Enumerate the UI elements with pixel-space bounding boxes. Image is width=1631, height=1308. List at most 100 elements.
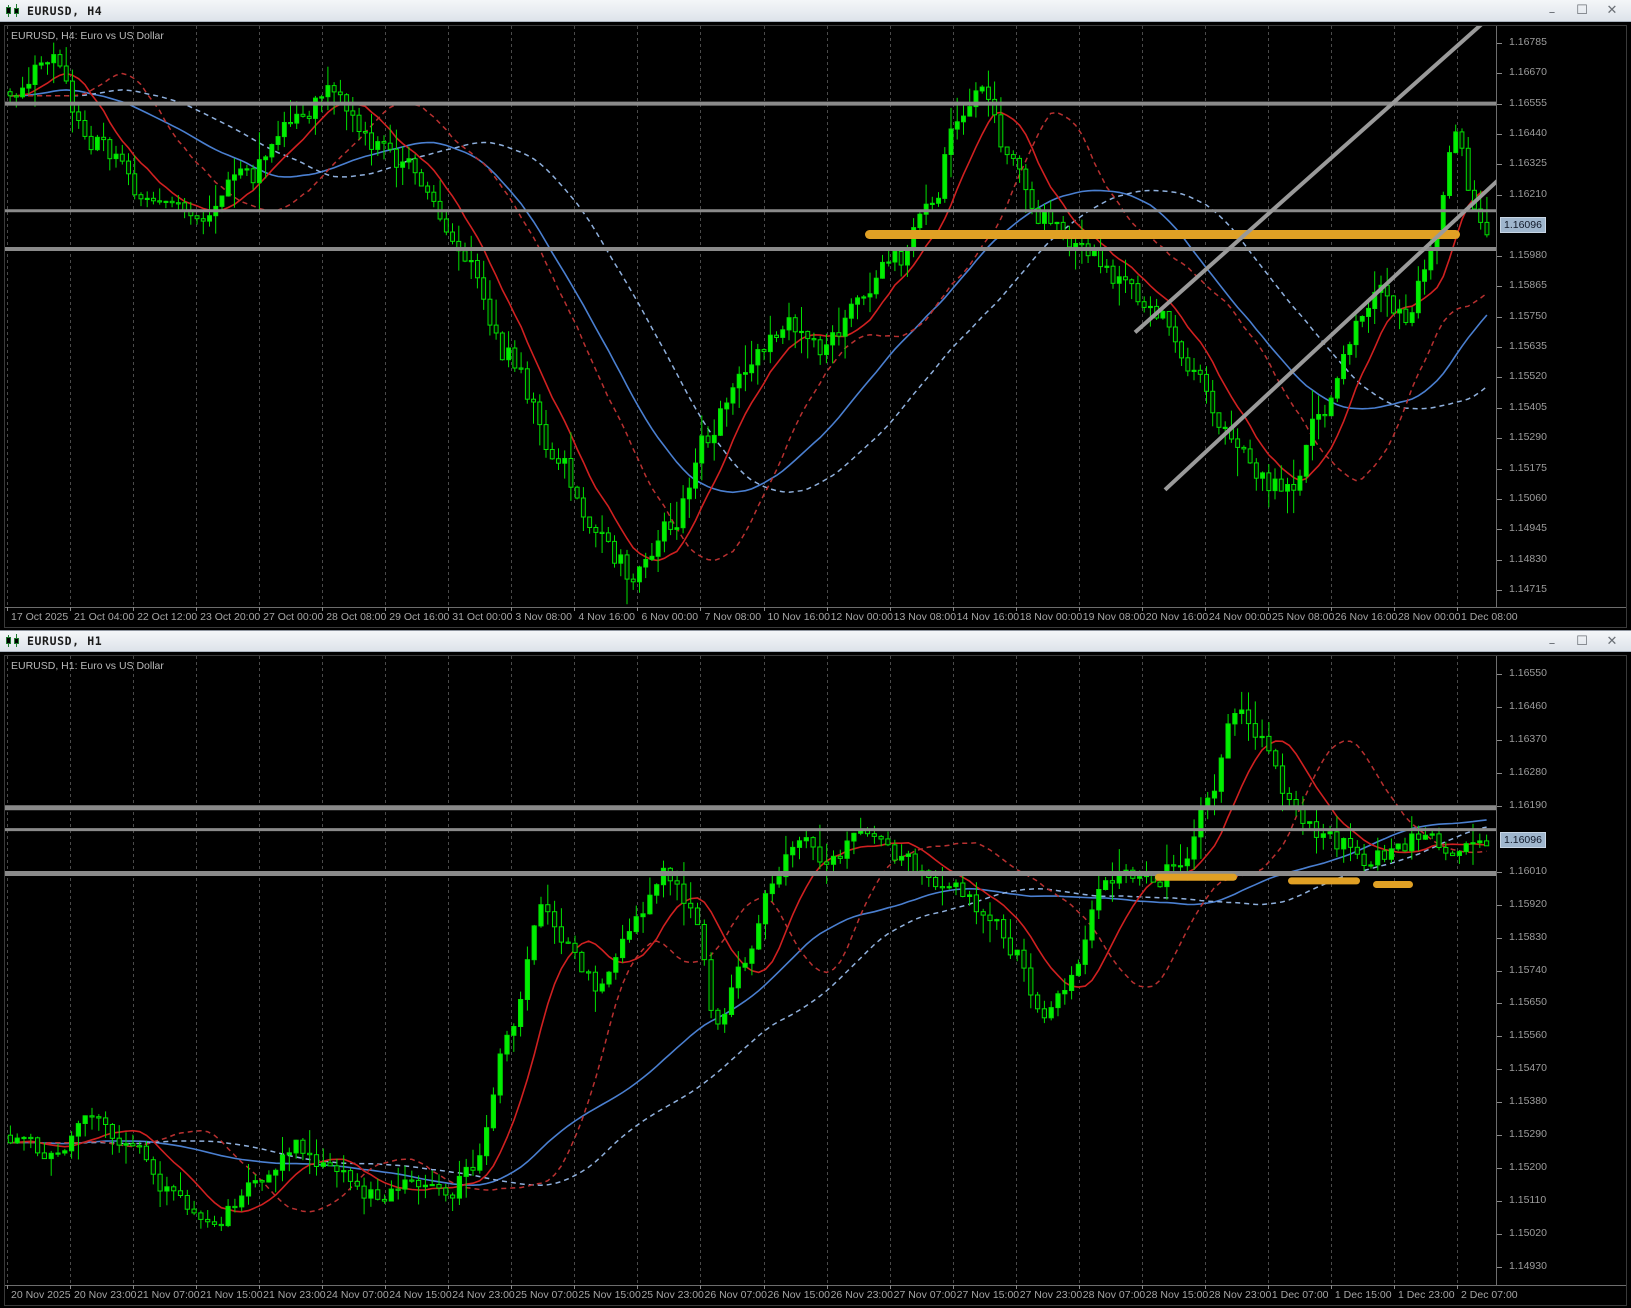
- candle-body: [1273, 750, 1279, 767]
- tick-mark: [511, 1285, 513, 1289]
- price-tick-label: 1.15470: [1509, 1062, 1547, 1075]
- time-scale-h4[interactable]: 17 Oct 2025 21 Oct 04:00 22 Oct 12:00 23 Oc…: [5, 607, 1626, 627]
- candle-body: [805, 330, 811, 340]
- chart-canvas-h4[interactable]: EURUSD, H4: Euro vs US Dollar 1.16785 1.1…: [0, 22, 1631, 630]
- candle-body: [718, 408, 723, 436]
- time-tick-label: 25 Nov 23:00: [641, 1289, 704, 1301]
- maximize-button-h4[interactable]: ☐: [1576, 3, 1588, 18]
- time-tick-label: 17 Oct 2025: [11, 611, 69, 623]
- candle-body: [749, 364, 755, 374]
- vertical-gridline: [763, 26, 765, 607]
- vertical-gridline: [70, 656, 72, 1285]
- candle-body: [817, 339, 823, 356]
- vertical-gridline: [259, 656, 261, 1285]
- candle-body: [89, 1115, 95, 1118]
- demand-zone-3[interactable]: [1373, 881, 1413, 888]
- vertical-gridline: [196, 656, 198, 1285]
- trendline-upper[interactable]: [1133, 26, 1495, 334]
- candle-body: [138, 194, 144, 200]
- time-tick-label: 26 Nov 15:00: [767, 1289, 830, 1301]
- maximize-button-h1[interactable]: ☐: [1576, 634, 1588, 649]
- titlebar-h1[interactable]: EURUSD, H1 – ☐ ✕: [0, 630, 1631, 652]
- candle-body: [967, 106, 973, 117]
- price-scale-h4[interactable]: 1.16785 1.16670 1.16555 1.16440 1.16325 1.162…: [1496, 26, 1626, 607]
- vertical-gridline: [1141, 656, 1143, 1285]
- vertical-gridline: [133, 26, 135, 607]
- candle-body: [1320, 833, 1326, 838]
- candle-body: [381, 141, 387, 144]
- candle-body: [568, 458, 574, 488]
- candle-body: [151, 197, 156, 202]
- time-tick-label: 28 Nov 23:00: [1208, 1289, 1272, 1301]
- candle-body: [275, 136, 281, 145]
- close-button-h1[interactable]: ✕: [1606, 634, 1618, 649]
- candle-body: [994, 919, 1000, 922]
- candle-body: [518, 999, 524, 1027]
- price-plot-h1[interactable]: [5, 656, 1496, 1285]
- time-scale-h1[interactable]: 20 Nov 2025 20 Nov 23:00 21 Nov 07:00 21 No…: [5, 1285, 1626, 1305]
- window-controls-h4: – ☐ ✕: [1545, 0, 1627, 22]
- candle-body: [406, 158, 412, 163]
- price-tick-label: 1.14715: [1509, 583, 1547, 596]
- candle-body: [586, 971, 592, 974]
- candle-body: [41, 1152, 47, 1160]
- price-tick-label: 1.16280: [1509, 765, 1547, 778]
- time-tick-label: 18 Nov 00:00: [1019, 611, 1083, 623]
- chart-plot-area-h4[interactable]: EURUSD, H4: Euro vs US Dollar 1.16785 1.1…: [4, 25, 1627, 628]
- candle-body: [381, 1198, 388, 1202]
- vertical-gridline: [7, 656, 8, 1285]
- tick-mark: [1497, 1135, 1502, 1137]
- minimize-button-h4[interactable]: –: [1548, 5, 1556, 20]
- candle-body: [1075, 963, 1082, 976]
- candle-body: [394, 148, 399, 168]
- trendline-lower[interactable]: [1163, 174, 1496, 492]
- candle-body: [1291, 484, 1297, 491]
- candle-body: [119, 153, 125, 162]
- candle-body: [362, 131, 368, 134]
- candle-body: [654, 884, 660, 896]
- candle-body: [892, 251, 898, 263]
- time-tick-label: 25 Nov 08:00: [1271, 611, 1335, 623]
- candle-body: [1334, 831, 1340, 850]
- chart-canvas-h1[interactable]: EURUSD, H1: Euro vs US Dollar 1.16550 1.1…: [0, 652, 1631, 1308]
- candle-body: [82, 120, 88, 137]
- candle-body: [640, 913, 646, 918]
- candle-body: [1135, 283, 1141, 303]
- supply-demand-zone[interactable]: [865, 230, 1460, 239]
- candle-body: [1191, 369, 1197, 372]
- candle-body: [1366, 307, 1371, 317]
- price-scale-h1[interactable]: 1.16550 1.16460 1.16370 1.16280 1.16190 1.160…: [1496, 656, 1626, 1285]
- current-price-label: 1.16096: [1500, 832, 1546, 849]
- time-tick-label: 25 Nov 07:00: [515, 1289, 578, 1301]
- candle-body: [512, 347, 518, 369]
- candle-body: [655, 540, 661, 557]
- candle-body: [1397, 308, 1403, 314]
- price-plot-h4[interactable]: [5, 26, 1496, 607]
- candle-body: [1141, 301, 1147, 308]
- vertical-gridline: [1141, 26, 1143, 607]
- candle-body: [728, 987, 735, 1015]
- demand-zone-2[interactable]: [1288, 877, 1360, 885]
- chart-plot-area-h1[interactable]: EURUSD, H1: Euro vs US Dollar 1.16550 1.1…: [4, 655, 1627, 1306]
- demand-zone-1[interactable]: [1155, 873, 1237, 881]
- candle-body: [1185, 357, 1191, 372]
- candle-body: [319, 96, 325, 99]
- titlebar-h4[interactable]: EURUSD, H4 – ☐ ✕: [0, 0, 1631, 22]
- candle-body: [487, 298, 493, 326]
- candle-body: [259, 1180, 265, 1183]
- close-button-h4[interactable]: ✕: [1606, 3, 1618, 18]
- candle-body: [898, 251, 904, 266]
- price-tick-label: 1.14945: [1509, 522, 1547, 535]
- minimize-button-h1[interactable]: –: [1548, 636, 1556, 651]
- candle-body: [101, 136, 107, 141]
- candle-body: [780, 329, 786, 338]
- candle-body: [1166, 311, 1172, 328]
- candle-body: [244, 168, 250, 171]
- candle-body: [245, 1182, 252, 1197]
- candle-body: [626, 931, 632, 940]
- candle-body: [792, 317, 798, 333]
- candle-body: [219, 195, 225, 207]
- candle-body: [967, 894, 973, 897]
- candle-body: [76, 111, 82, 122]
- candle-body: [239, 1195, 245, 1208]
